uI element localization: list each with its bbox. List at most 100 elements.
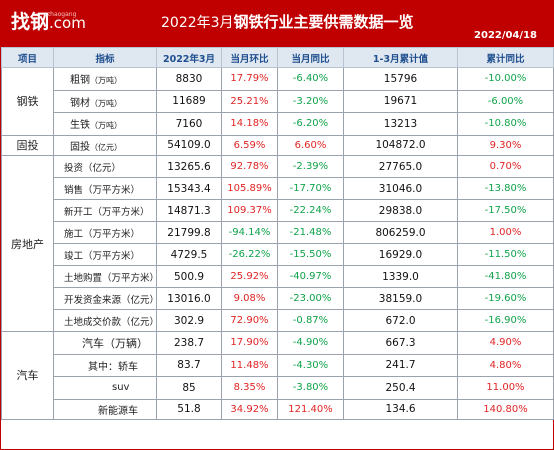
value-cell: 54109.0: [156, 134, 222, 156]
yoy-cell: -3.20%: [277, 89, 344, 113]
title-period: 2022年3月: [161, 15, 234, 31]
ytd-yoy-cell: 140.80%: [457, 398, 554, 420]
yoy-cell: -17.70%: [277, 177, 344, 200]
column-header: 当月环比: [221, 47, 278, 68]
group-label-fai: 固投: [1, 134, 54, 156]
yoy-cell: -4.90%: [277, 331, 344, 355]
value-cell: 85: [156, 376, 222, 400]
group-label-steel: 钢铁: [1, 67, 54, 136]
mom-cell: 25.21%: [221, 89, 278, 113]
supply-demand-table: 项目 指标 2022年3月 当月环比 当月同比 1-3月累计值 累计同比 钢铁 …: [1, 47, 554, 420]
value-cell: 8830: [156, 67, 222, 91]
table-row: 竣工（万平方米） 4729.5 -26.22% -15.50% 16929.0 …: [2, 243, 554, 266]
mom-cell: 34.92%: [221, 398, 278, 420]
ytd-cell: 19671: [343, 89, 458, 113]
ytd-cell: 15796: [343, 67, 458, 91]
ytd-yoy-cell: -10.00%: [457, 67, 554, 91]
value-cell: 13016.0: [156, 287, 222, 310]
ytd-yoy-cell: -11.50%: [457, 243, 554, 266]
column-header: 项目: [1, 47, 54, 68]
indicator-cell: 施工（万平方米）: [53, 221, 157, 244]
indicator-cell: 粗钢（万吨）: [53, 67, 157, 91]
table-row: 房地产 投资（亿元） 13265.6 92.78% -2.39% 27765.0…: [1, 155, 554, 332]
yoy-cell: -3.80%: [277, 376, 344, 400]
ytd-cell: 806259.0: [343, 221, 458, 244]
ytd-cell: 16929.0: [343, 243, 458, 266]
report-date: 2022/04/18: [474, 30, 537, 41]
value-cell: 238.7: [156, 331, 222, 355]
ytd-cell: 29838.0: [343, 199, 458, 222]
value-cell: 302.9: [156, 309, 222, 332]
ytd-cell: 27765.0: [343, 155, 458, 178]
ytd-cell: 241.7: [343, 353, 458, 377]
indicator-cell: 土地成交价款（亿元）: [53, 309, 157, 332]
ytd-cell: 1339.0: [343, 265, 458, 288]
table-header-row: 项目 指标 2022年3月 当月环比 当月同比 1-3月累计值 累计同比: [1, 47, 554, 68]
value-cell: 83.7: [156, 353, 222, 377]
value-cell: 21799.8: [156, 221, 222, 244]
table-row: 生铁（万吨） 7160 14.18% -6.20% 13213 -10.80%: [2, 112, 554, 136]
yoy-cell: -23.00%: [277, 287, 344, 310]
brand-logo-pinyin: zhaogang: [47, 11, 77, 18]
mom-cell: 14.18%: [221, 112, 278, 136]
yoy-cell: -21.48%: [277, 221, 344, 244]
indicator-cell: 投资（亿元）: [53, 155, 157, 178]
yoy-cell: -2.39%: [277, 155, 344, 178]
mom-cell: 92.78%: [221, 155, 278, 178]
value-cell: 51.8: [156, 398, 222, 420]
value-cell: 14871.3: [156, 199, 222, 222]
yoy-cell: -6.40%: [277, 67, 344, 91]
ytd-yoy-cell: -6.00%: [457, 89, 554, 113]
value-cell: 4729.5: [156, 243, 222, 266]
value-cell: 7160: [156, 112, 222, 136]
indicator-cell: 钢材（万吨）: [53, 89, 157, 113]
table-row: 汽车 汽车（万辆） 238.7 17.90% -4.90% 667.3 4.90…: [1, 331, 554, 420]
ytd-yoy-cell: 9.30%: [457, 134, 554, 156]
table-row: 钢材（万吨） 11689 25.21% -3.20% 19671 -6.00%: [2, 89, 554, 113]
mom-cell: 6.59%: [221, 134, 278, 156]
yoy-cell: -6.20%: [277, 112, 344, 136]
yoy-cell: -4.30%: [277, 353, 344, 377]
value-cell: 500.9: [156, 265, 222, 288]
table-row: 开发资金来源（亿元） 13016.0 9.08% -23.00% 38159.0…: [2, 287, 554, 310]
mom-cell: 72.90%: [221, 309, 278, 332]
table-row: suv 85 8.35% -3.80% 250.4 11.00%: [2, 376, 554, 400]
ytd-yoy-cell: 0.70%: [457, 155, 554, 178]
table-row: 土地成交价款（亿元） 302.9 72.90% -0.87% 672.0 -16…: [2, 309, 554, 332]
mom-cell: 9.08%: [221, 287, 278, 310]
column-header: 2022年3月: [156, 47, 222, 68]
column-header: 1-3月累计值: [343, 47, 458, 68]
ytd-cell: 667.3: [343, 331, 458, 355]
mom-cell: 25.92%: [221, 265, 278, 288]
table-row: 销售（万平方米） 15343.4 105.89% -17.70% 31046.0…: [2, 177, 554, 200]
indicator-cell: suv: [53, 376, 157, 400]
yoy-cell: -0.87%: [277, 309, 344, 332]
brand-logo: 找钢.com: [11, 11, 86, 33]
indicator-cell: 销售（万平方米）: [53, 177, 157, 200]
indicator-cell: 固投（亿元）: [53, 134, 157, 156]
ytd-yoy-cell: -17.50%: [457, 199, 554, 222]
mom-cell: 109.37%: [221, 199, 278, 222]
indicator-cell: 汽车（万辆）: [53, 331, 157, 355]
column-header: 指标: [53, 47, 157, 68]
ytd-cell: 250.4: [343, 376, 458, 400]
yoy-cell: -22.24%: [277, 199, 344, 222]
ytd-cell: 31046.0: [343, 177, 458, 200]
mom-cell: 17.90%: [221, 331, 278, 355]
ytd-yoy-cell: 4.80%: [457, 353, 554, 377]
ytd-yoy-cell: 1.00%: [457, 221, 554, 244]
title-banner: 找钢.com zhaogang 2022年3月钢铁行业主要供需数据一览 2022…: [1, 1, 553, 47]
yoy-cell: 6.60%: [277, 134, 344, 156]
group-label-auto: 汽车: [1, 331, 54, 420]
ytd-cell: 672.0: [343, 309, 458, 332]
mom-cell: -26.22%: [221, 243, 278, 266]
mom-cell: 17.79%: [221, 67, 278, 91]
ytd-yoy-cell: -10.80%: [457, 112, 554, 136]
ytd-yoy-cell: -13.80%: [457, 177, 554, 200]
title-main: 钢铁行业主要供需数据一览: [233, 13, 414, 31]
yoy-cell: 121.40%: [277, 398, 344, 420]
ytd-yoy-cell: 11.00%: [457, 376, 554, 400]
value-cell: 11689: [156, 89, 222, 113]
table-row: 新开工（万平方米） 14871.3 109.37% -22.24% 29838.…: [2, 199, 554, 222]
